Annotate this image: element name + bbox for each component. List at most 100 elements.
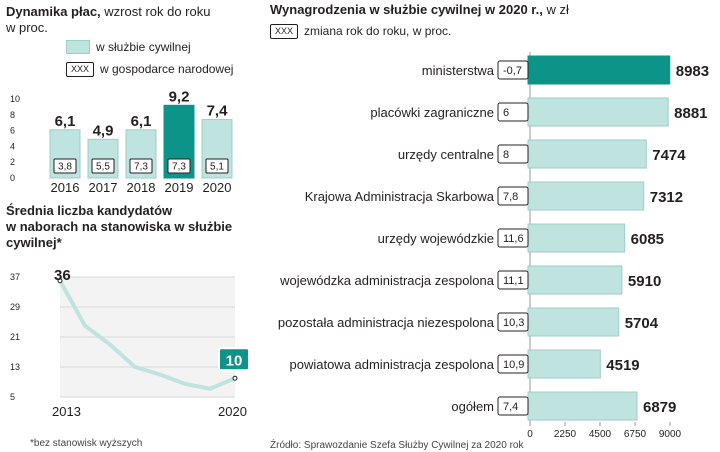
category-label: powiatowa administracja zespolona [289,357,494,372]
change-box [497,270,529,290]
economy-box [167,158,191,174]
y-tick-label: 29 [10,302,20,312]
y-tick-label: 13 [10,362,20,372]
wages-legend: w służbie cywilnej XXX w gospodarce naro… [66,38,233,78]
change-box [497,186,529,206]
y-tick-label: 8 [10,110,15,120]
category-label: urzędy wojewódzkie [378,231,494,246]
salary-legend: XXX zmiana rok do roku, w proc. [270,22,451,40]
y-tick-label: 6 [10,126,15,136]
y-tick-label: 21 [10,332,20,342]
economy-box [53,158,77,174]
salary-title-bold: Wynagrodzenia w służbie cywilnej w 2020 … [270,2,543,17]
change-value-label: 10,9 [503,359,524,371]
bar-salary [527,55,671,85]
wages-title-rest: wzrost rok do roku [100,4,211,19]
end-value-badge [218,347,250,372]
bar-value-label: 7,4 [207,103,229,120]
salary-title: Wynagrodzenia w służbie cywilnej w 2020 … [270,2,710,18]
bar-value-label: 4519 [606,357,639,374]
bar-salary [527,223,626,253]
y-tick-label: 0 [10,173,15,183]
bar-salary [527,349,601,379]
bar-salary [527,391,638,421]
category-label: pozostała administracja niezespolona [278,315,495,330]
salary-legend-label: zmiana rok do roku, w proc. [304,24,452,38]
bar-value-label: 4,9 [93,122,114,139]
bar-value-label: 7474 [652,147,686,164]
economy-value-label: 5,5 [96,162,110,173]
economy-value-label: 3,8 [58,162,72,173]
y-tick-label: 2 [10,157,15,167]
economy-box [129,158,153,174]
legend-economy-box: XXX [66,61,94,77]
wages-title: Dynamika płac, wzrost rok do roku w proc… [6,4,256,36]
x-tick-label: 9000 [659,429,682,440]
candidates-chart: 37 29 21 13 5 36 10 2013 2020 [10,267,250,419]
change-box [497,396,529,416]
legend-civil: w służbie cywilnej [66,38,233,56]
change-value-label: 7,4 [503,401,518,413]
candidates-title-line3: cywilnej* [6,235,62,250]
x-tick-label: 2016 [51,180,80,195]
salary-title-rest: w zł [542,2,569,17]
x-tick-label: 6750 [624,429,647,440]
category-label: wojewódzka administracja zespolona [279,273,495,288]
x-tick-label: 2020 [203,180,232,195]
bar-value-label: 5704 [625,315,659,332]
change-box [497,228,529,248]
x-tick-label: 2017 [89,180,118,195]
change-value-label: 11,6 [503,233,524,245]
x-tick-label: 2018 [127,180,156,195]
start-marker [57,278,63,284]
salary-chart: 0 2250 4500 6750 9000 -0,7 ministerstwa 8983 6 pl… [278,52,709,440]
bar-salary [527,97,669,127]
wages-title-bold: Dynamika płac, [6,4,101,19]
economy-value-label: 7,3 [134,162,148,173]
bar-value-label: 6,1 [131,113,152,130]
change-value-label: 8 [503,149,509,161]
economy-box [205,158,229,174]
bar-salary [527,265,623,295]
category-label: ogółem [451,399,494,414]
footnote: *bez stanowisk wyższych [30,438,143,449]
economy-value-label: 7,3 [172,162,186,173]
change-box [497,354,529,374]
bar-value-label: 6879 [643,399,676,416]
y-tick-label: 5 [10,392,15,402]
end-marker [232,375,238,381]
y-tick-label: 37 [10,272,20,282]
economy-value-label: 5,1 [210,162,224,173]
x-tick-label: 2019 [165,180,194,195]
candidates-line [58,278,237,391]
x-end-label: 2020 [218,404,247,419]
candidates-title-line2: w naborach na stanowiska w służbie [6,219,233,234]
y-tick-label: 10 [10,94,20,104]
category-label: Krajowa Administracja Skarbowa [305,189,495,204]
change-value-label: -0,7 [503,65,522,77]
candidates-title-line1: Średnia liczba kandydatów [6,203,173,218]
bar-value-label: 6,1 [55,113,76,130]
legend-economy-label: w gospodarce narodowej [100,62,234,76]
category-label: placówki zagraniczne [370,105,494,120]
source: Źródło: Sprawozdanie Szefa Służby Cywiln… [270,440,524,451]
category-label: ministerstwa [422,63,495,78]
bar-salary [527,181,645,211]
change-box [497,312,529,332]
bar-value-label: 9,2 [169,88,190,105]
x-start-label: 2013 [52,404,81,419]
bar-value-label: 6085 [631,231,664,248]
bar-value-label: 5910 [628,273,661,290]
legend-civil-swatch [66,40,90,54]
start-value-label: 36 [54,267,71,284]
change-box [497,144,529,164]
wages-title-line2: w proc. [6,20,48,35]
category-label: urzędy centralne [398,147,494,162]
change-value-label: 11,1 [503,275,524,287]
change-value-label: 6 [503,107,509,119]
x-tick-label: 0 [527,429,533,440]
x-tick-label: 4500 [589,429,612,440]
legend-civil-label: w służbie cywilnej [96,40,191,54]
x-tick-label: 2250 [554,429,577,440]
change-box [497,102,529,122]
